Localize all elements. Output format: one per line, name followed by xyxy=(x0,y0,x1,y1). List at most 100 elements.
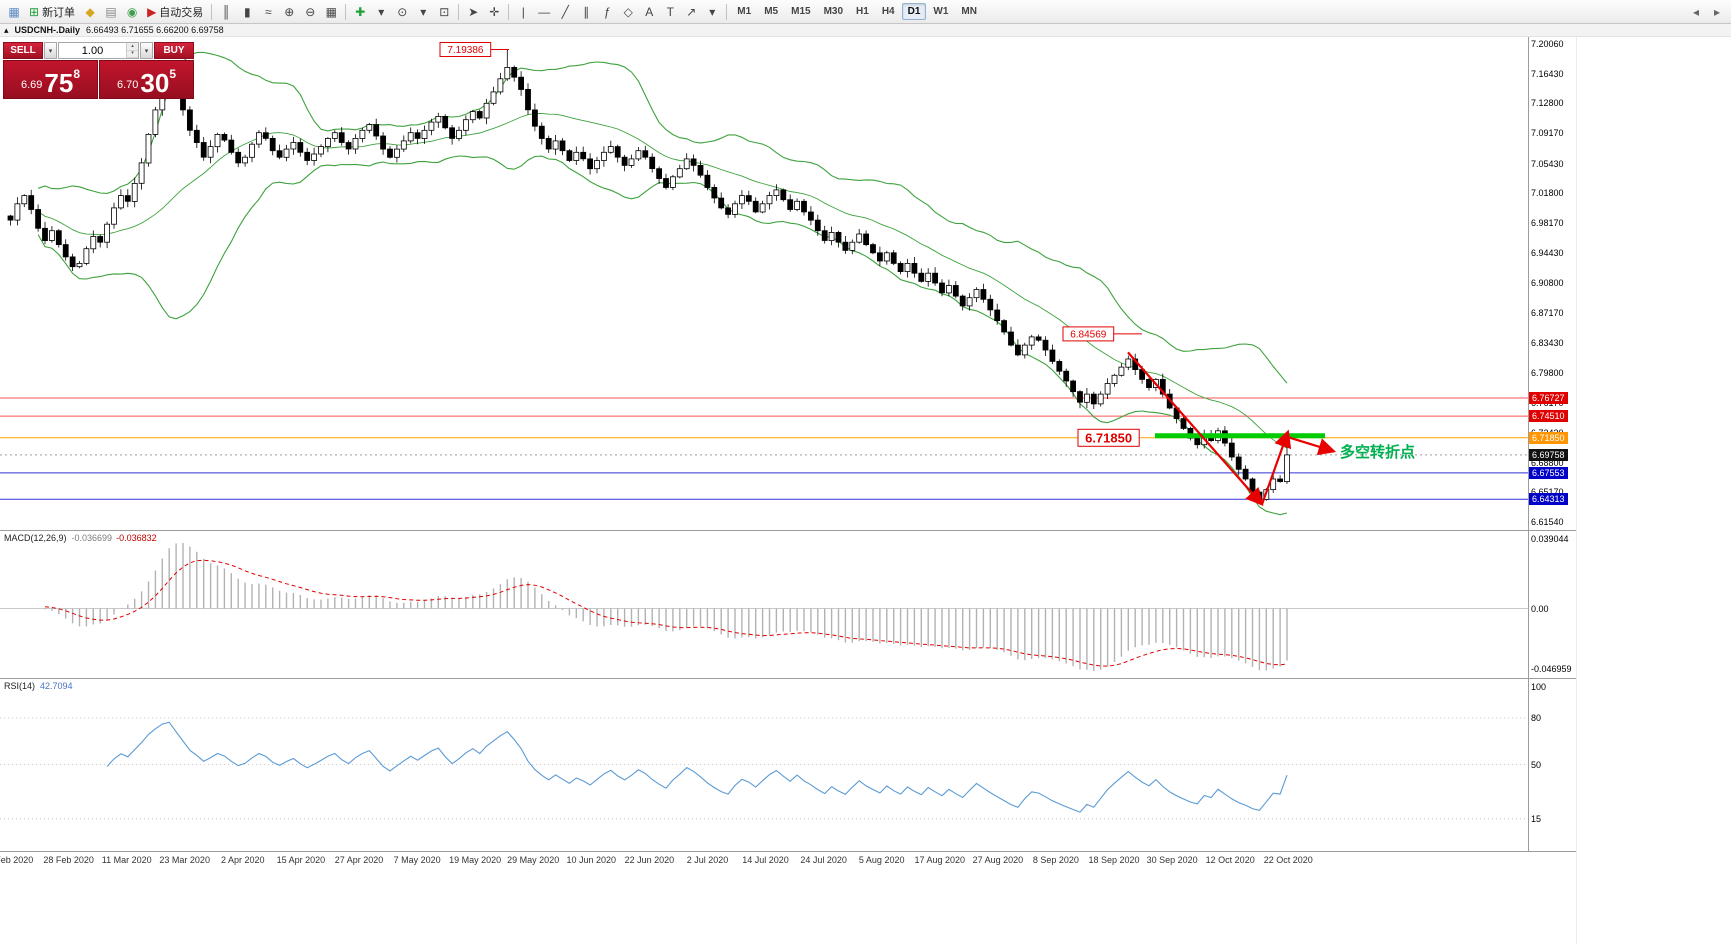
indicators-dropdown-glyph: ▾ xyxy=(378,4,385,19)
candles xyxy=(7,49,1290,504)
date-axis-label: 10 Jun 2020 xyxy=(566,855,617,865)
zoom-out-icon[interactable]: ⊖ xyxy=(300,2,320,22)
toolbar-scroll-right-icon[interactable]: ▸ xyxy=(1707,2,1727,22)
date-axis-label: 8 Feb 2020 xyxy=(0,855,34,865)
rsi-levels xyxy=(0,717,1528,820)
indicators-icon[interactable]: ✚ xyxy=(350,2,370,22)
rsi-value: 42.7094 xyxy=(40,681,73,691)
toolbar-separator xyxy=(211,3,213,20)
collapse-one-click-button[interactable]: ▴ xyxy=(4,24,9,35)
timeframe-m5-button[interactable]: M5 xyxy=(758,3,784,20)
macd-panel[interactable] xyxy=(0,531,1528,677)
bar-chart-type-icon[interactable]: ║ xyxy=(216,2,236,22)
price-axis-label: 7.01800 xyxy=(1531,188,1564,198)
text-icon[interactable]: A xyxy=(639,2,659,22)
zoom-in-icon[interactable]: ⊕ xyxy=(279,2,299,22)
pane-separator[interactable] xyxy=(0,678,1576,679)
svg-text:6.84569: 6.84569 xyxy=(1070,329,1107,340)
trendline-icon[interactable]: ╱ xyxy=(555,2,575,22)
vertical-line-icon-glyph: | xyxy=(521,4,525,19)
periods-dropdown-glyph: ▾ xyxy=(420,4,427,19)
date-axis-label: 27 Aug 2020 xyxy=(972,855,1024,865)
sell-button[interactable]: SELL xyxy=(3,42,43,59)
buy-dropdown-icon[interactable]: ▾ xyxy=(140,42,153,59)
autotrading-button[interactable]: ▶ 自动交易 xyxy=(143,2,207,22)
timeframe-m15-button[interactable]: M15 xyxy=(785,3,816,20)
shapes-icon[interactable]: ◇ xyxy=(618,2,638,22)
buy-price-button[interactable]: 6.70 30 5 xyxy=(99,60,194,99)
horizontal-line-icon[interactable]: ― xyxy=(534,2,554,22)
price-axis-label: 6.76170 xyxy=(1531,398,1564,408)
timeframe-m30-button[interactable]: M30 xyxy=(818,3,849,20)
main-chart[interactable]: 7.19386 6.84569 6.71850 多空转折点 xyxy=(0,37,1528,530)
sell-price-button[interactable]: 6.69 75 8 xyxy=(3,60,98,99)
fibonacci-icon[interactable]: ƒ xyxy=(597,2,617,22)
timeframe-h1-button[interactable]: H1 xyxy=(850,3,875,20)
toolbar-scroll-left-icon[interactable]: ◂ xyxy=(1686,2,1706,22)
price-axis-label: 6.79800 xyxy=(1531,368,1564,378)
cursor-icon[interactable]: ➤ xyxy=(463,2,483,22)
timeframe-w1-button[interactable]: W1 xyxy=(927,3,954,20)
toolbar-scroll-left-icon-glyph: ◂ xyxy=(1692,4,1700,19)
chart-window-icon[interactable]: ▦ xyxy=(4,2,24,22)
date-axis-label: 2 Apr 2020 xyxy=(221,855,265,865)
objects-dropdown[interactable]: ▾ xyxy=(702,2,722,22)
rsi-panel[interactable] xyxy=(0,679,1528,850)
periods-dropdown[interactable]: ▾ xyxy=(413,2,433,22)
timeframe-mn-button[interactable]: MN xyxy=(955,3,983,20)
buy-price-prefix: 6.70 xyxy=(116,79,139,91)
window-right-edge xyxy=(1576,24,1577,944)
volume-down-button[interactable]: ▾ xyxy=(127,50,138,58)
candlestick-type-icon[interactable]: ▮ xyxy=(237,2,257,22)
market-watch-icon[interactable]: ▤ xyxy=(101,2,121,22)
pane-separator[interactable] xyxy=(0,530,1576,531)
timeframe-h4-button[interactable]: H4 xyxy=(876,3,901,20)
objects-dropdown-glyph: ▾ xyxy=(709,4,716,19)
metaeditor-icon[interactable]: ◆ xyxy=(80,2,100,22)
price-badge: 6.76727 xyxy=(1529,392,1568,404)
price-axis-label: 6.61540 xyxy=(1531,517,1564,527)
date-axis-label: 2 Jul 2020 xyxy=(686,855,729,865)
trade-widget-prices: 6.69 75 8 6.70 30 5 xyxy=(3,60,194,99)
strategy-tester-icon[interactable]: ◉ xyxy=(122,2,142,22)
trend-arrows xyxy=(1127,351,1337,507)
date-axis-label: 11 Mar 2020 xyxy=(101,855,152,865)
buy-button[interactable]: BUY xyxy=(154,42,194,59)
price-badge: 6.71850 xyxy=(1529,432,1568,444)
timeframe-m1-button[interactable]: M1 xyxy=(731,3,757,20)
channel-icon[interactable]: ∥ xyxy=(576,2,596,22)
volume-spinner: ▴ ▾ xyxy=(126,43,138,58)
date-axis-label: 22 Jun 2020 xyxy=(624,855,675,865)
horizontal-lines xyxy=(0,397,1528,500)
volume-input[interactable] xyxy=(59,43,126,58)
vertical-line-icon[interactable]: | xyxy=(513,2,533,22)
macd-axis-label: -0.046959 xyxy=(1531,664,1572,674)
price-axis-label: 6.68800 xyxy=(1531,458,1564,468)
toolbar-scroll-right-icon-glyph: ▸ xyxy=(1713,4,1721,19)
periods-icon[interactable]: ⊙ xyxy=(392,2,412,22)
indicators-dropdown[interactable]: ▾ xyxy=(371,2,391,22)
price-axis-label: 6.83430 xyxy=(1531,338,1564,348)
chart-ohlc: 6.66493 6.71655 6.66200 6.69758 xyxy=(86,25,224,35)
date-axis[interactable]: 8 Feb 2020 28 Feb 2020 11 Mar 2020 23 Mar 2… xyxy=(0,854,1528,868)
shapes-icon-glyph: ◇ xyxy=(623,4,633,19)
sell-dropdown-icon[interactable]: ▾ xyxy=(44,42,57,59)
timeframe-d1-button[interactable]: D1 xyxy=(901,3,927,20)
arrows-icon[interactable]: ↗ xyxy=(681,2,701,22)
horizontal-line-icon-glyph: ― xyxy=(538,4,551,19)
price-axis-label: 7.05430 xyxy=(1531,159,1564,169)
label-icon[interactable]: T xyxy=(660,2,680,22)
price-axis-border xyxy=(1528,37,1529,851)
date-axis-label: 22 Oct 2020 xyxy=(1263,855,1313,865)
line-chart-type-icon[interactable]: ≈ xyxy=(258,2,278,22)
crosshair-icon[interactable]: ✛ xyxy=(484,2,504,22)
volume-up-button[interactable]: ▴ xyxy=(127,43,138,51)
price-axis-label: 6.65170 xyxy=(1531,487,1564,497)
date-axis-label: 5 Aug 2020 xyxy=(858,855,905,865)
candlestick-type-icon-glyph: ▮ xyxy=(243,4,251,19)
date-axis-label: 28 Feb 2020 xyxy=(43,855,94,865)
toolbar: ▦ ⊞ 新订单 ◆ ▤ ◉ ▶ 自动交易 ║ ▮ ≈ ⊕ ⊖ ▦ ✚ ▾ ⊙ ▾ ⊡ ➤ ✛ | ― ╱ ∥ ƒ ◇ A T ↗ ▾ M1 M5… xyxy=(0,0,1731,24)
tile-windows-icon[interactable]: ▦ xyxy=(321,2,341,22)
templates-icon[interactable]: ⊡ xyxy=(434,2,454,22)
new-order-button[interactable]: ⊞ 新订单 xyxy=(25,2,79,22)
